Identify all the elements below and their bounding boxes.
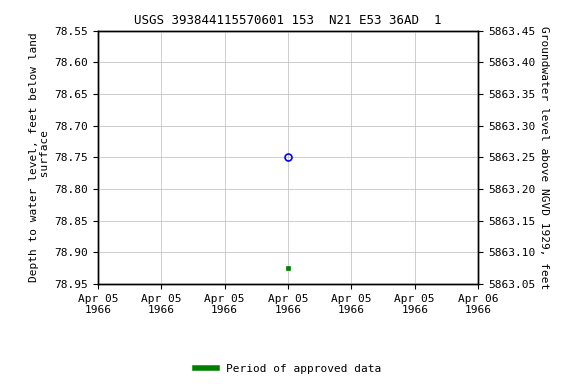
Y-axis label: Depth to water level, feet below land
 surface: Depth to water level, feet below land su… [29, 33, 50, 282]
Legend: Period of approved data: Period of approved data [191, 359, 385, 379]
Y-axis label: Groundwater level above NGVD 1929, feet: Groundwater level above NGVD 1929, feet [539, 26, 550, 289]
Title: USGS 393844115570601 153  N21 E53 36AD  1: USGS 393844115570601 153 N21 E53 36AD 1 [134, 14, 442, 27]
